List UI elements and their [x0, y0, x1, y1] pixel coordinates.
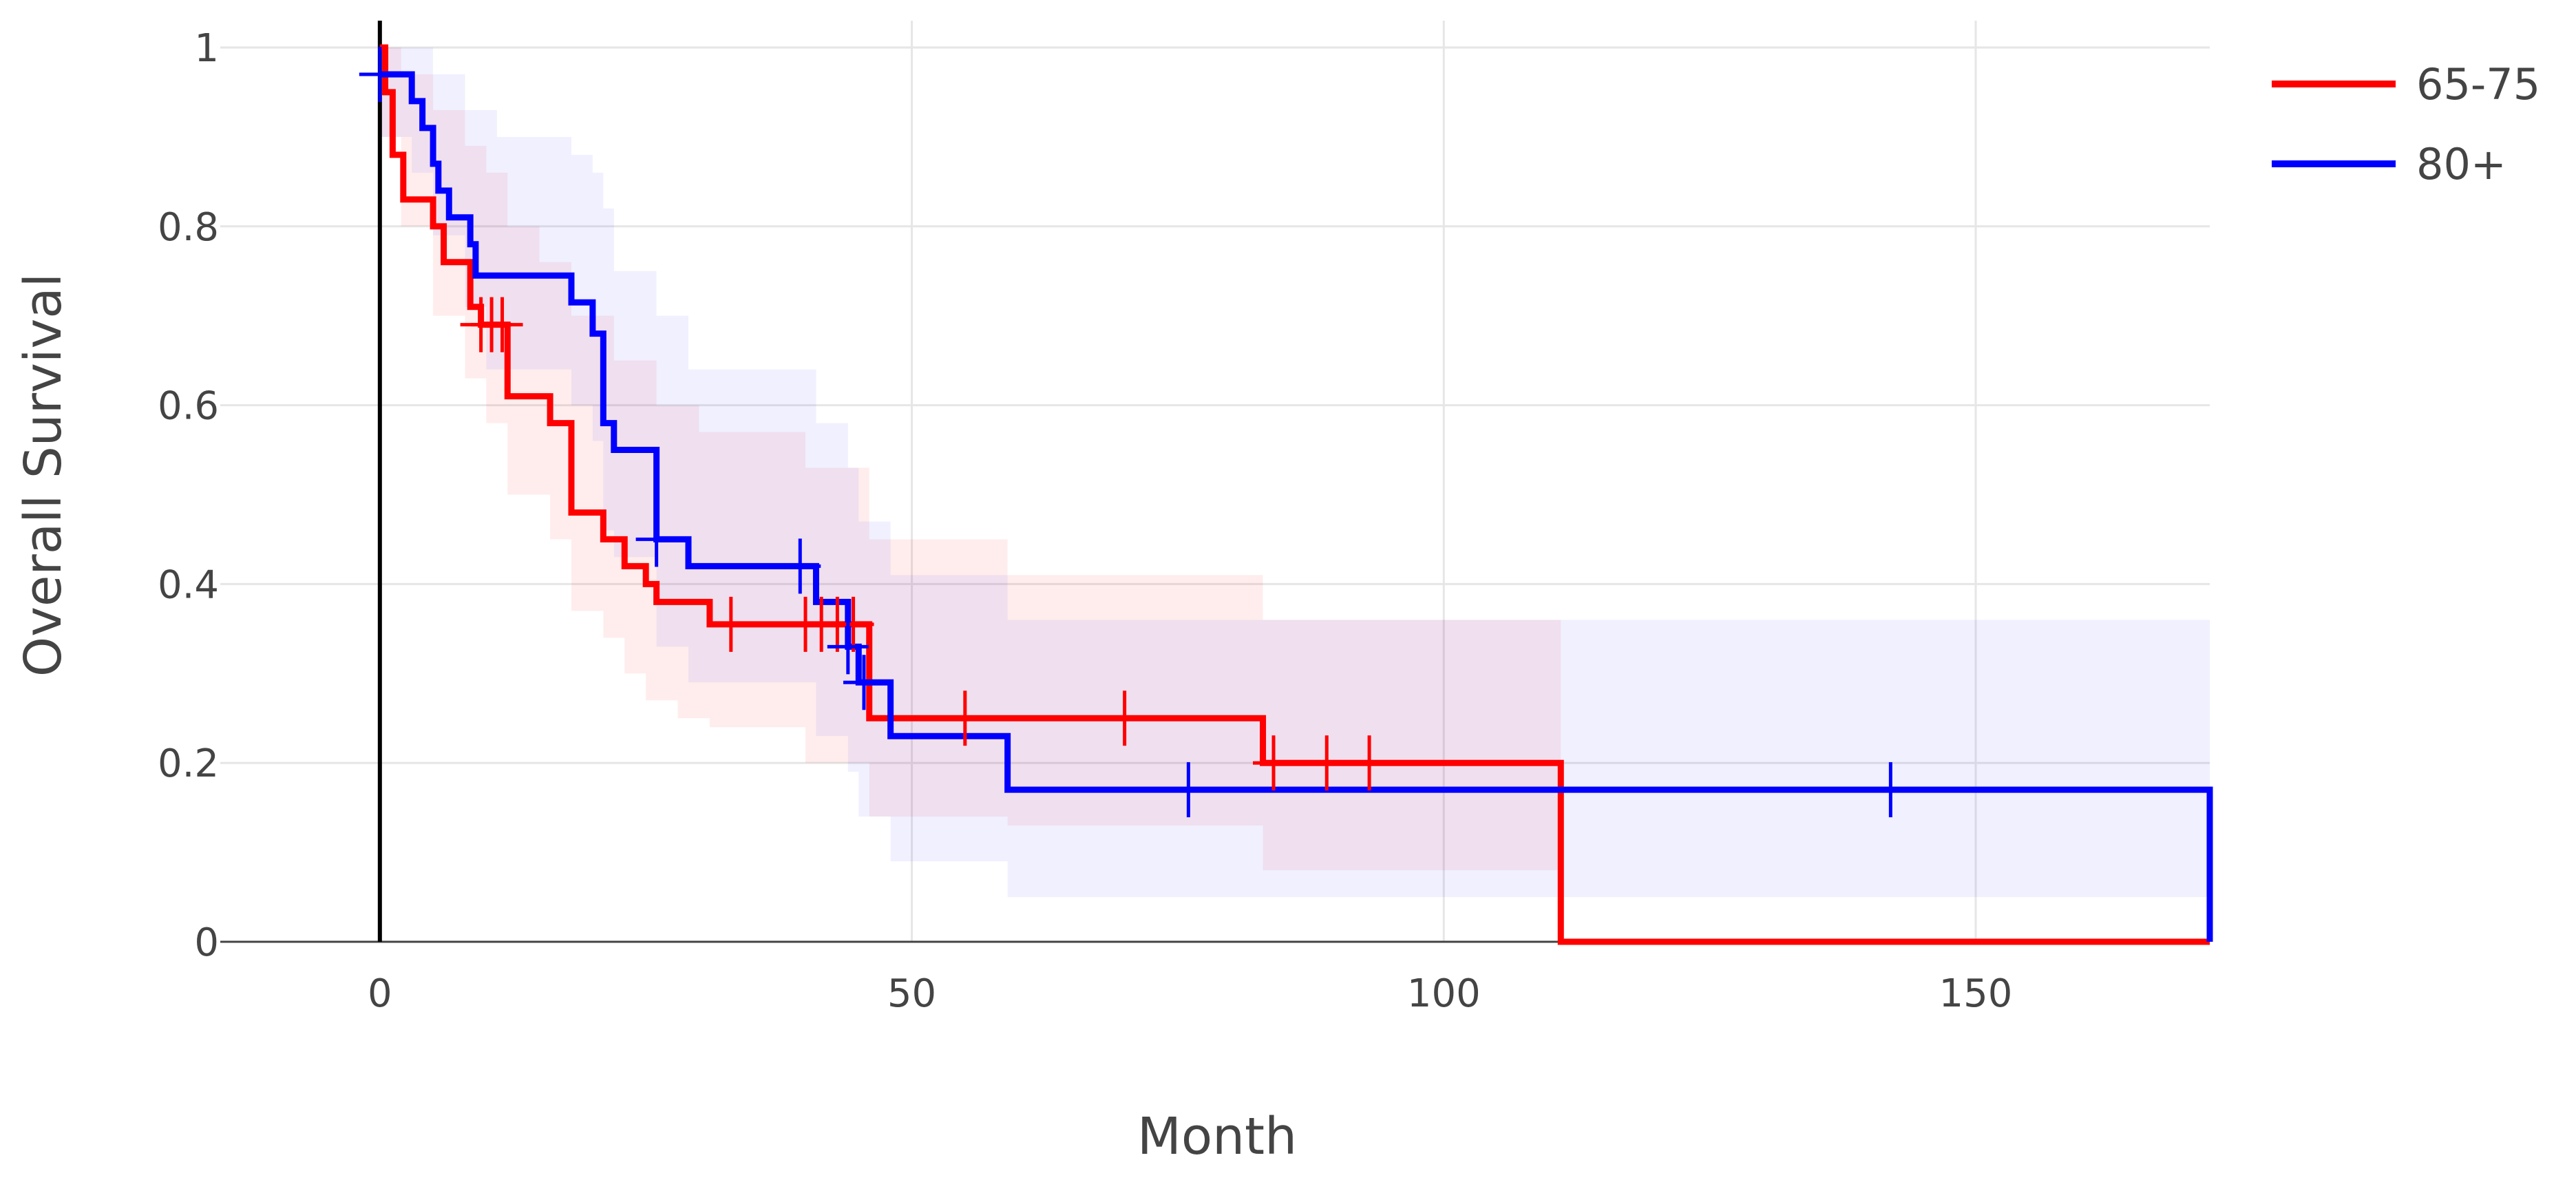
y-tick-label: 0.6 [158, 384, 219, 429]
censor-mark-65-75 [1253, 735, 1294, 791]
censor-mark-80- [827, 619, 869, 675]
x-tick-label: 50 [887, 971, 936, 1016]
legend-label: 80+ [2416, 139, 2506, 189]
confidence-bands [379, 47, 2210, 898]
tick-labels: 0 0.2 0.4 0.6 0.8 1 0 50 100 150 [158, 26, 2013, 1016]
censor-mark-65-75 [481, 297, 523, 352]
censor-marks [359, 46, 1912, 818]
legend[interactable]: 65-75 80+ [2272, 59, 2540, 189]
censor-mark-80- [359, 46, 401, 102]
x-tick-label: 100 [1407, 971, 1481, 1016]
censor-mark-80- [1870, 762, 1912, 818]
y-tick-label: 1 [194, 26, 219, 71]
x-tick-label: 150 [1939, 971, 2013, 1016]
censor-mark-80- [1168, 762, 1210, 818]
x-axis-title: Month [1137, 1107, 1297, 1166]
y-tick-label: 0 [194, 920, 219, 965]
y-tick-label: 0.8 [158, 205, 219, 250]
confidence-band-65-75 [379, 47, 1561, 871]
x-tick-label: 0 [368, 971, 392, 1016]
legend-label: 65-75 [2416, 59, 2540, 109]
censor-mark-65-75 [832, 596, 874, 652]
censor-mark-65-75 [1349, 735, 1391, 791]
censor-mark-80- [635, 512, 677, 567]
censor-mark-65-75 [710, 596, 752, 652]
y-tick-label: 0.2 [158, 741, 219, 786]
censor-mark-65-75 [1104, 690, 1146, 746]
legend-item[interactable]: 80+ [2272, 139, 2506, 189]
censor-mark-65-75 [944, 690, 986, 746]
censor-mark-80- [843, 655, 885, 710]
confidence-band-80- [379, 47, 2210, 898]
survival-line-80- [379, 71, 2213, 942]
censor-mark-65-75 [1306, 735, 1348, 791]
y-tick-label: 0.4 [158, 562, 219, 607]
censor-mark-80- [779, 538, 821, 594]
y-axis-title: Overall Survival [14, 273, 73, 677]
legend-item[interactable]: 65-75 [2272, 59, 2540, 109]
